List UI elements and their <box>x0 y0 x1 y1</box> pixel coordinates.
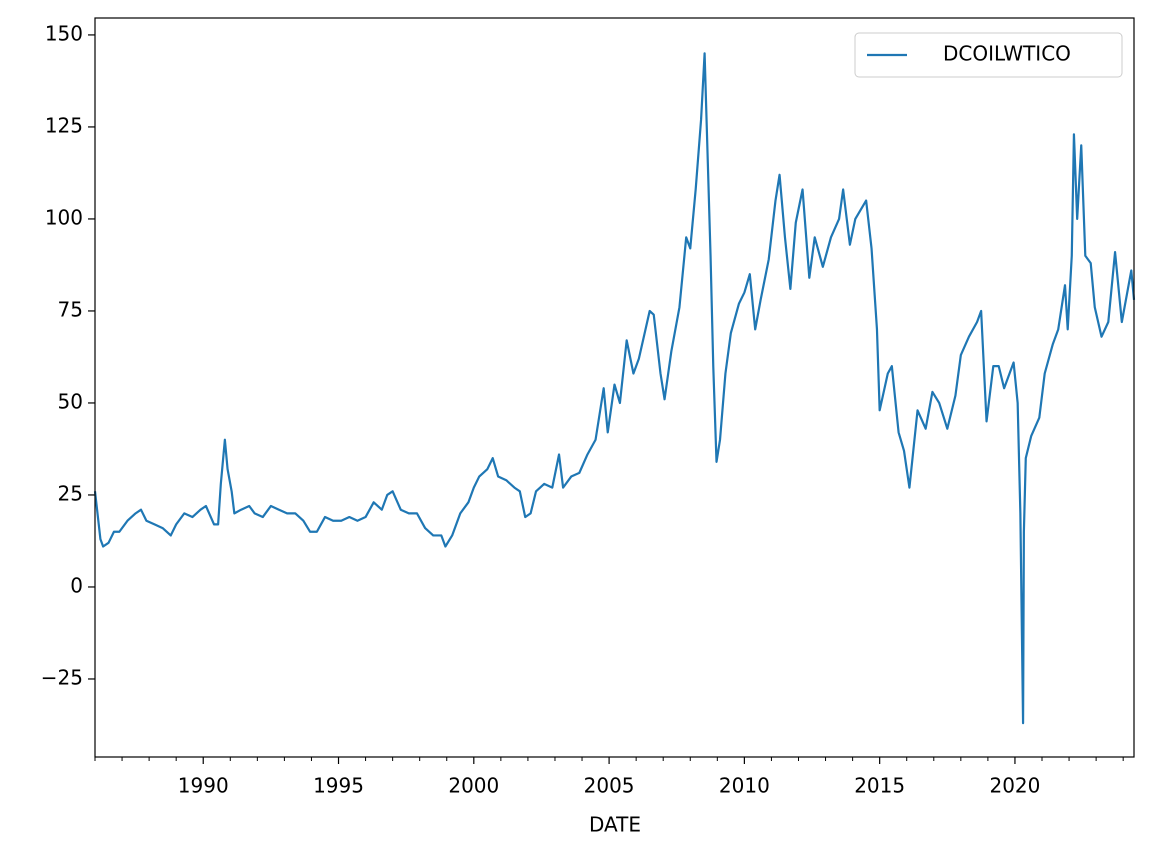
x-tick-label: 2020 <box>989 774 1040 798</box>
y-tick-label: 125 <box>45 113 83 137</box>
x-tick-label: 2010 <box>719 774 770 798</box>
x-axis-label: DATE <box>589 813 641 837</box>
x-tick-label: 1990 <box>178 774 229 798</box>
y-tick-label: 50 <box>58 389 83 413</box>
legend-label: DCOILWTICO <box>943 42 1071 66</box>
y-tick-label: 75 <box>58 297 83 321</box>
y-tick-label: 100 <box>45 205 83 229</box>
y-tick-label: −25 <box>41 665 83 689</box>
x-tick-label: 2000 <box>448 774 499 798</box>
x-tick-label: 2015 <box>854 774 905 798</box>
y-tick-label: 25 <box>58 481 83 505</box>
data-line <box>93 52 1136 725</box>
x-tick-label: 2005 <box>584 774 635 798</box>
y-tick-label: 150 <box>45 21 83 45</box>
y-tick-label: 0 <box>70 573 83 597</box>
x-tick-label: 1995 <box>313 774 364 798</box>
plot-frame <box>94 17 1135 758</box>
legend-box <box>854 32 1123 78</box>
